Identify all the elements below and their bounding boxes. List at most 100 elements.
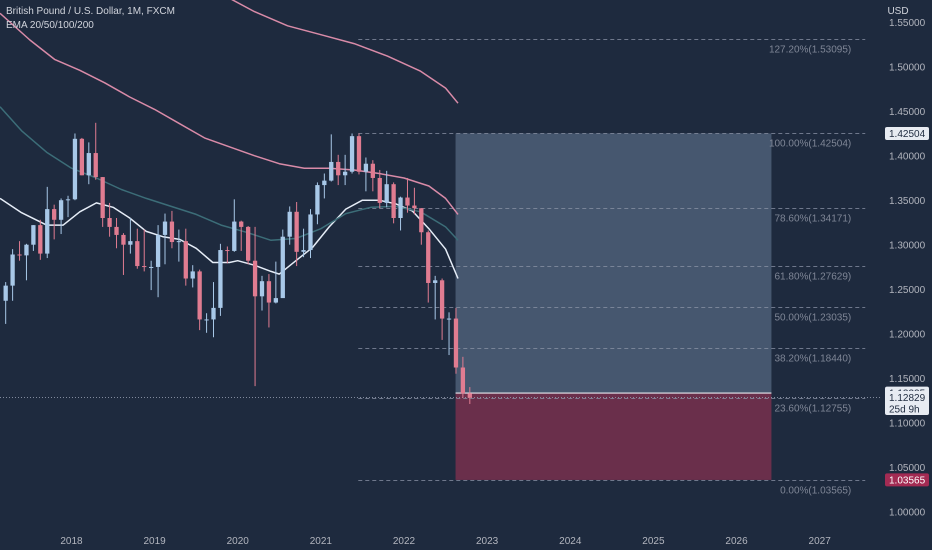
candle-body[interactable] <box>142 266 147 268</box>
y-tick-label: 1.05000 <box>889 463 926 474</box>
candle-body[interactable] <box>65 199 71 201</box>
x-tick-label: 2024 <box>559 536 582 547</box>
candle-body[interactable] <box>190 271 195 279</box>
x-tick-label: 2020 <box>227 536 250 547</box>
candle-body[interactable] <box>280 236 285 299</box>
candle-body[interactable] <box>218 250 223 308</box>
y-tick-label: 1.25000 <box>889 285 926 296</box>
candle-body[interactable] <box>100 177 105 219</box>
candle-body[interactable] <box>294 211 299 252</box>
candle-body[interactable] <box>107 218 112 227</box>
candle-body[interactable] <box>197 271 202 320</box>
candle-body[interactable] <box>287 211 292 237</box>
fib-level-label: 38.20%(1.18440) <box>775 354 852 365</box>
candle-body[interactable] <box>45 209 50 254</box>
candle-body[interactable] <box>155 234 161 267</box>
indicator-title[interactable]: EMA 20/50/100/200 <box>6 20 94 31</box>
candle-body[interactable] <box>308 214 313 251</box>
y-tick-label: 1.10000 <box>889 419 926 430</box>
candle-body[interactable] <box>58 200 64 220</box>
candle-body[interactable] <box>384 184 389 203</box>
candle-body[interactable] <box>446 318 452 320</box>
candle-body[interactable] <box>162 221 168 235</box>
candle-body[interactable] <box>86 153 91 176</box>
ema-line[interactable] <box>0 12 459 215</box>
candle-body[interactable] <box>176 241 182 243</box>
candle-body[interactable] <box>17 254 22 256</box>
y-tick-label: 1.00000 <box>889 508 926 519</box>
x-tick-label: 2019 <box>143 536 166 547</box>
candle-body[interactable] <box>10 254 15 286</box>
candle-body[interactable] <box>467 393 472 398</box>
candle-body[interactable] <box>252 260 258 297</box>
bar-countdown: 25d 9h <box>889 404 920 415</box>
candle-body[interactable] <box>342 171 348 176</box>
x-tick-label: 2022 <box>393 536 416 547</box>
candle-body[interactable] <box>72 138 78 200</box>
candle-body[interactable] <box>405 197 410 206</box>
y-tick-label: 1.55000 <box>889 18 926 29</box>
y-tick-label: 1.40000 <box>889 152 926 163</box>
candle-body[interactable] <box>419 208 424 233</box>
candle-body[interactable] <box>93 153 98 178</box>
candle-body[interactable] <box>211 307 216 320</box>
candle-body[interactable] <box>398 197 403 219</box>
candle-body[interactable] <box>79 138 85 176</box>
profit-target-zone[interactable] <box>455 133 772 394</box>
candle-body[interactable] <box>439 280 445 319</box>
price-label[interactable] <box>885 390 929 415</box>
candle-body[interactable] <box>183 241 188 279</box>
candle-body[interactable] <box>349 136 355 172</box>
candle-body[interactable] <box>433 280 438 283</box>
candle-body[interactable] <box>460 367 466 394</box>
candle-body[interactable] <box>225 250 230 252</box>
fib-level-label: 78.60%(1.34171) <box>775 214 852 225</box>
stop-price-label[interactable] <box>885 473 929 487</box>
candle-body[interactable] <box>245 226 251 261</box>
candle-body[interactable] <box>204 319 209 321</box>
candle-body[interactable] <box>391 184 396 219</box>
candle-body[interactable] <box>3 285 8 301</box>
candle-body[interactable] <box>24 244 29 256</box>
candle-body[interactable] <box>412 205 417 209</box>
currency-label: USD <box>887 6 908 17</box>
candle-body[interactable] <box>38 225 43 254</box>
candle-body[interactable] <box>301 250 306 252</box>
stop-loss-zone[interactable] <box>455 393 772 480</box>
candle-body[interactable] <box>149 266 154 268</box>
candle-body[interactable] <box>356 136 362 172</box>
candle-body[interactable] <box>121 234 126 245</box>
candle-body[interactable] <box>453 318 459 368</box>
price-label-text: 1.03565 <box>889 475 926 486</box>
candle-body[interactable] <box>232 221 237 251</box>
candle-body[interactable] <box>239 221 244 227</box>
candle-body[interactable] <box>315 185 320 215</box>
candle-body[interactable] <box>377 177 382 203</box>
candle-body[interactable] <box>128 241 133 245</box>
candle-body[interactable] <box>336 161 341 176</box>
candle-body[interactable] <box>52 209 57 220</box>
y-tick-label: 1.30000 <box>889 241 926 252</box>
candle-body[interactable] <box>363 163 369 172</box>
y-tick-label: 1.15000 <box>889 374 926 385</box>
ema-line[interactable] <box>0 0 459 104</box>
candle-body[interactable] <box>169 221 175 243</box>
symbol-title[interactable]: British Pound / U.S. Dollar, 1M, FXCM <box>6 6 175 17</box>
x-tick-label: 2027 <box>809 536 832 547</box>
x-tick-label: 2018 <box>60 536 83 547</box>
fib-level-label: 127.20%(1.53095) <box>769 45 851 56</box>
chart-legend: British Pound / U.S. Dollar, 1M, FXCM EM… <box>6 5 175 33</box>
price-label-text: 1.12829 <box>889 393 926 404</box>
candle-body[interactable] <box>322 180 327 186</box>
candle-body[interactable] <box>135 241 140 267</box>
candle-body[interactable] <box>31 225 36 245</box>
candle-body[interactable] <box>426 232 431 283</box>
candle-body[interactable] <box>273 298 278 303</box>
candle-body[interactable] <box>329 161 334 181</box>
candle-body[interactable] <box>114 226 119 235</box>
candle-body[interactable] <box>370 163 375 178</box>
candle-body[interactable] <box>266 281 272 303</box>
price-label[interactable] <box>885 126 929 140</box>
candle-body[interactable] <box>259 281 265 297</box>
